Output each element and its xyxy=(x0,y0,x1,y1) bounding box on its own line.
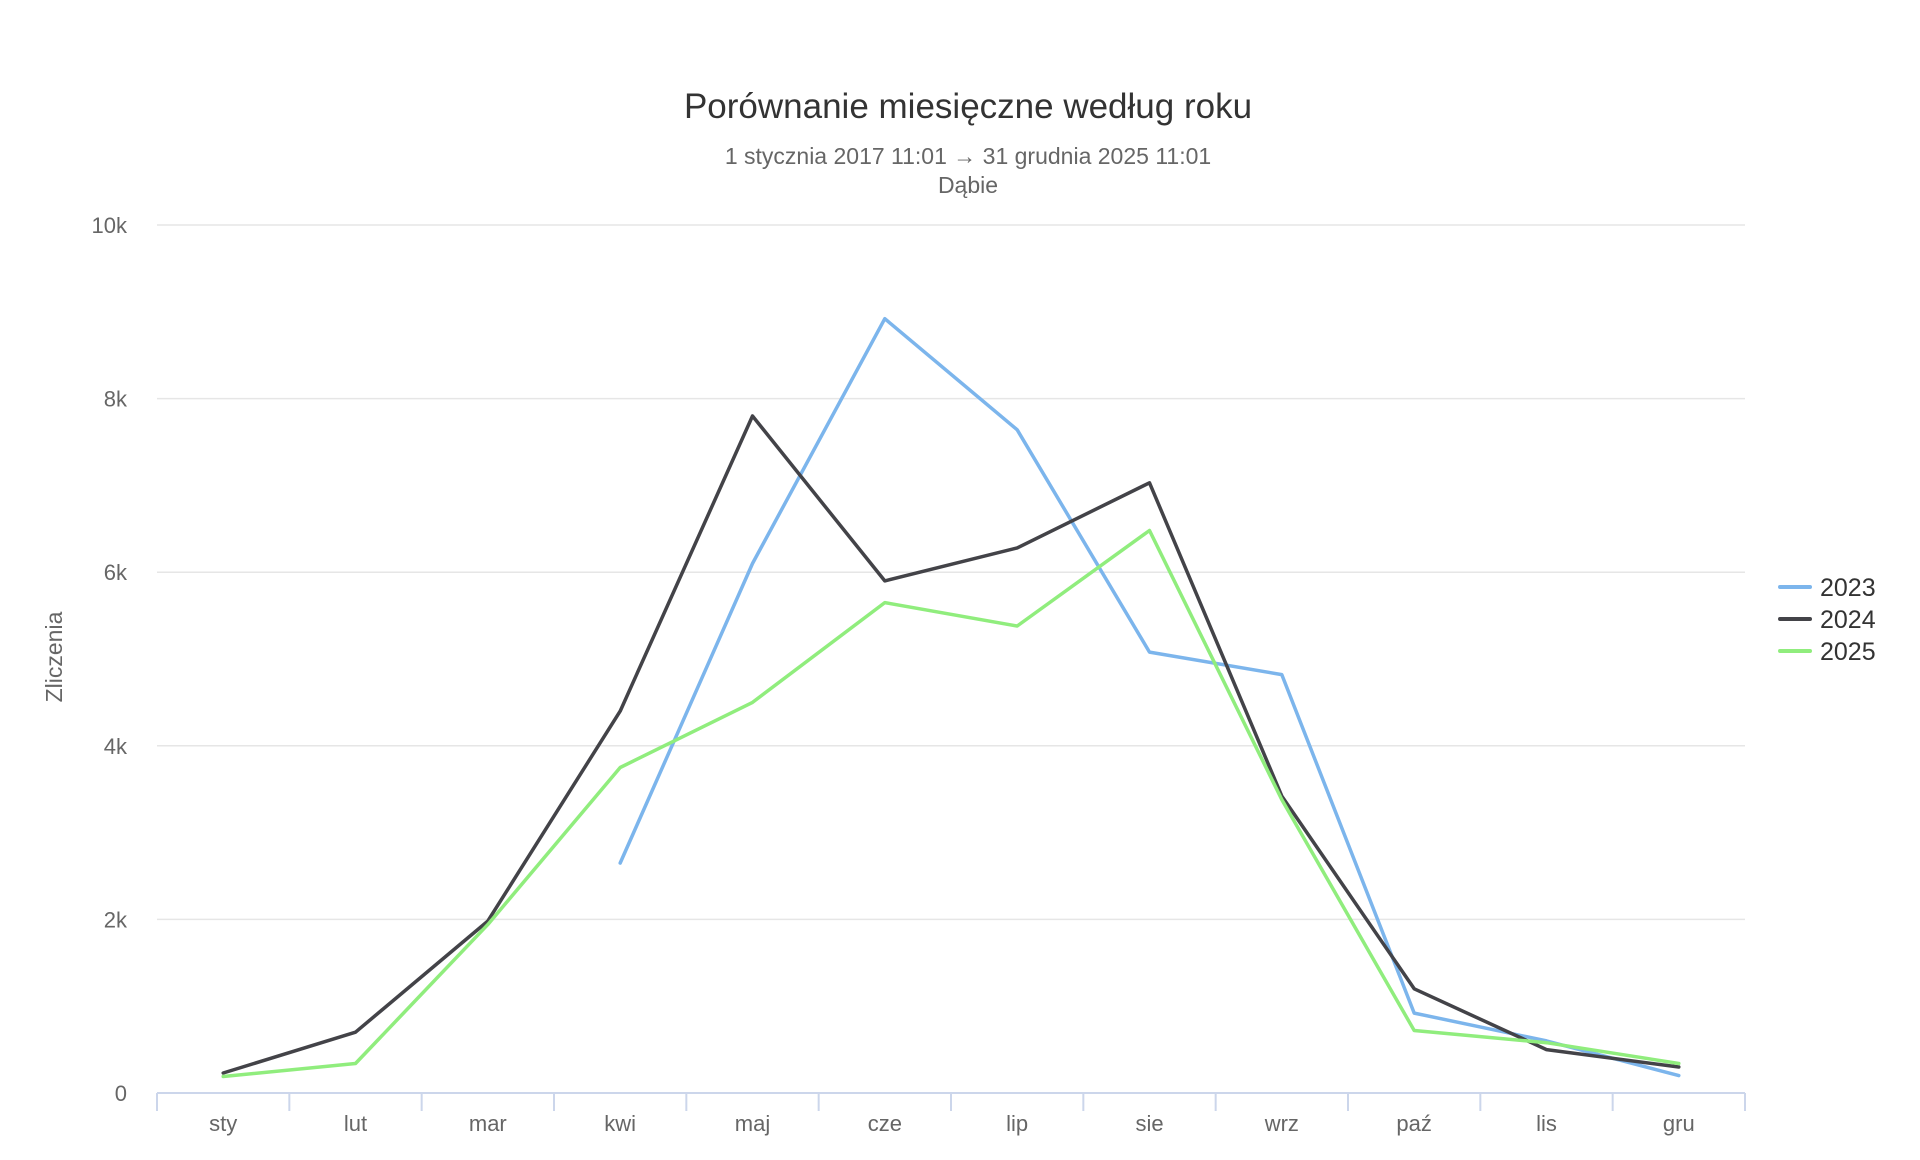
x-tick-label: paź xyxy=(1396,1111,1431,1136)
x-tick-label: gru xyxy=(1663,1111,1695,1136)
series-line-2024[interactable] xyxy=(221,414,1681,1075)
chart-subtitle-location: Dąbie xyxy=(938,172,998,198)
series-line-2025[interactable] xyxy=(221,528,1681,1079)
legend-item-2025[interactable]: 2025 xyxy=(1778,638,1876,666)
y-tick-label: 8k xyxy=(104,387,128,412)
x-tick-label: maj xyxy=(735,1111,770,1136)
legend-label: 2023 xyxy=(1820,574,1876,602)
x-tick-label: lip xyxy=(1006,1111,1028,1136)
x-tick-label: wrz xyxy=(1264,1111,1299,1136)
x-tick-label: sty xyxy=(209,1111,237,1136)
x-tick-label: mar xyxy=(469,1111,507,1136)
grid-lines xyxy=(157,224,1745,921)
x-tick-label: lut xyxy=(344,1111,367,1136)
legend-item-2023[interactable]: 2023 xyxy=(1778,574,1876,602)
x-tick-label: kwi xyxy=(604,1111,636,1136)
legend-label: 2024 xyxy=(1820,606,1876,634)
x-tick-label: cze xyxy=(868,1111,902,1136)
y-tick-label: 2k xyxy=(104,907,128,932)
legend[interactable]: 2023 2024 2025 xyxy=(1778,574,1876,666)
y-tick-label: 10k xyxy=(92,213,128,238)
y-axis-ticks: 0 2k 4k 6k 8k 10k xyxy=(92,213,128,1106)
series-lines xyxy=(221,316,1681,1079)
x-tick-label: lis xyxy=(1536,1111,1557,1136)
y-axis-label: Zliczenia xyxy=(41,611,67,702)
legend-item-2024[interactable]: 2024 xyxy=(1778,606,1876,634)
chart-title: Porównanie miesięczne według roku xyxy=(684,87,1252,126)
series-line-2023[interactable] xyxy=(618,316,1681,1078)
y-tick-label: 4k xyxy=(104,734,128,759)
x-tick-label: sie xyxy=(1135,1111,1163,1136)
legend-label: 2025 xyxy=(1820,638,1876,666)
x-axis: sty lut mar kwi maj cze lip sie wrz paź lis gru xyxy=(156,1092,1746,1136)
y-tick-label: 0 xyxy=(115,1081,127,1106)
chart-subtitle: 1 stycznia 2017 11:01 → 31 grudnia 2025 … xyxy=(725,143,1211,169)
y-tick-label: 6k xyxy=(104,560,128,585)
